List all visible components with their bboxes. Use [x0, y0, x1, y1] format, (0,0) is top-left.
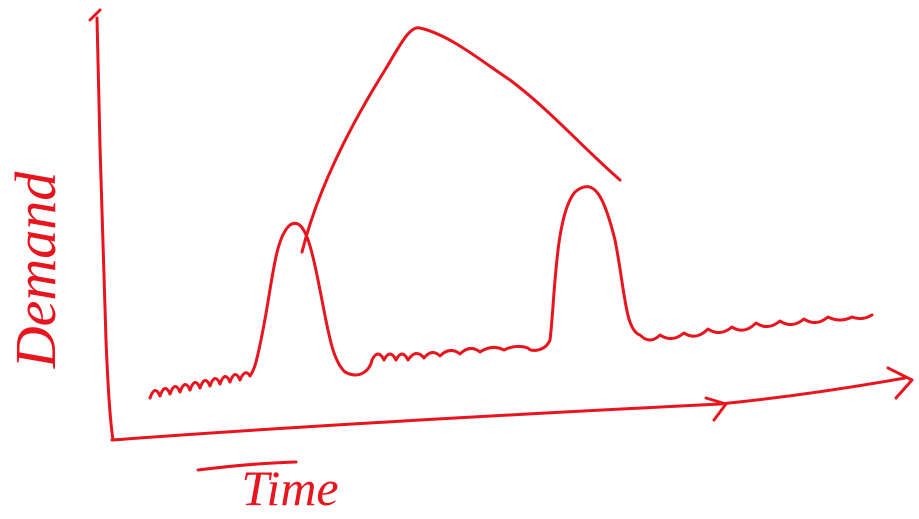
page: {"axes": {"y_label": "Demand", "x_label"…	[0, 0, 919, 519]
background	[0, 0, 919, 519]
y-axis-label: Demand	[3, 171, 68, 370]
x-axis-label: Time	[241, 460, 338, 516]
sketch: Demand Time	[0, 0, 919, 519]
